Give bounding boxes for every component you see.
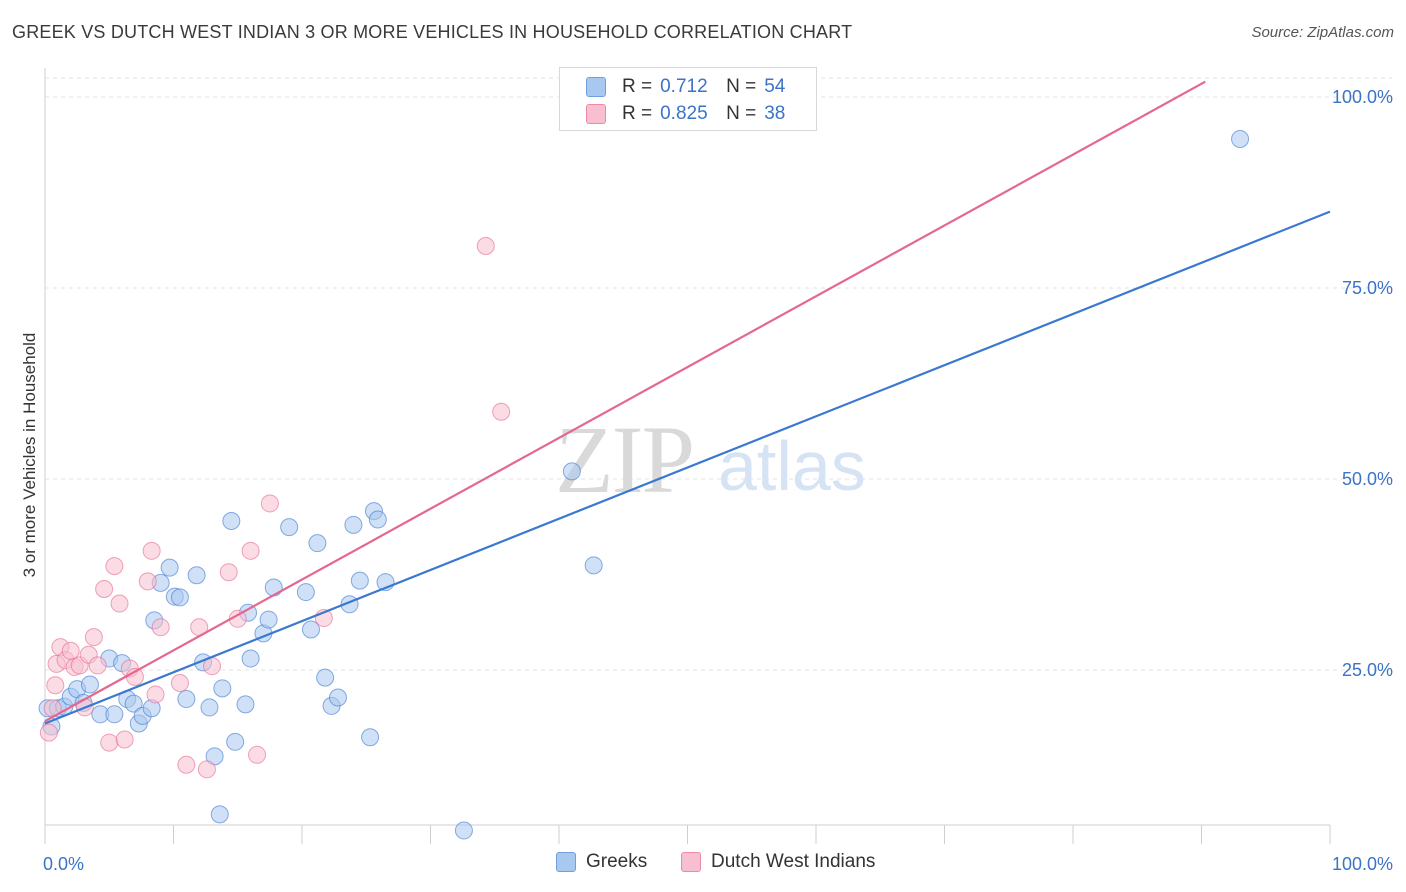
source-label: Source: ZipAtlas.com <box>1251 24 1394 41</box>
greeks-point-39[interactable] <box>308 534 327 553</box>
greeks-legend-swatch <box>556 852 576 872</box>
dutch-legend-label: Dutch West Indians <box>711 851 876 872</box>
greeks-point-10[interactable] <box>105 705 124 724</box>
series-legend: Greeks Dutch West Indians <box>0 851 1406 877</box>
dutch-west-indians-point-13[interactable] <box>100 733 119 752</box>
greeks-point-7[interactable] <box>80 675 99 694</box>
dutch-west-indians-point-35[interactable] <box>492 402 511 421</box>
greeks-point-51[interactable] <box>454 821 473 840</box>
dutch-west-indians-point-21[interactable] <box>146 685 165 704</box>
greeks-point-23[interactable] <box>187 566 206 585</box>
y-tick-label-1: 50.0% <box>1342 469 1393 489</box>
y-tick-label-2: 75.0% <box>1342 278 1393 298</box>
greeks-point-50[interactable] <box>210 805 229 824</box>
dutch-legend-swatch <box>681 852 701 872</box>
greeks-point-34[interactable] <box>259 610 278 629</box>
dutch-west-indians-point-0[interactable] <box>39 723 58 742</box>
watermark-atlas: atlas <box>718 427 866 505</box>
greeks-point-46[interactable] <box>361 728 380 747</box>
legend-item-greeks[interactable]: Greeks <box>556 851 647 873</box>
greeks-point-38[interactable] <box>301 620 320 639</box>
dutch-west-indians-point-22[interactable] <box>151 618 170 637</box>
dutch-west-indians-point-34[interactable] <box>476 236 495 255</box>
x-tick-label-min: 0.0% <box>43 854 84 874</box>
r-label: R = <box>622 103 653 124</box>
gridlines <box>45 77 1392 671</box>
dutch-west-indians-point-30[interactable] <box>241 541 260 560</box>
greeks-point-37[interactable] <box>296 583 315 602</box>
greeks-point-32[interactable] <box>241 649 260 668</box>
greeks-point-19[interactable] <box>160 558 179 577</box>
n-label: N = <box>726 76 757 97</box>
greeks-point-45[interactable] <box>350 571 369 590</box>
dutch-west-indians-point-32[interactable] <box>260 494 279 513</box>
x-tick-label-max: 100.0% <box>1332 854 1393 874</box>
watermark: ZIP atlas <box>555 406 866 513</box>
greeks-point-40[interactable] <box>316 668 335 687</box>
tick-labels: 25.0% 50.0% 75.0% 100.0% 0.0% 100.0% <box>43 87 1393 874</box>
dutch-west-indians-point-5[interactable] <box>61 641 80 660</box>
dutch-west-indians-point-24[interactable] <box>177 755 196 774</box>
dutch-swatch <box>586 104 606 124</box>
greeks-r-value: 0.712 <box>660 76 708 97</box>
dutch-n-value: 38 <box>764 103 786 124</box>
dutch-west-indians-point-23[interactable] <box>170 673 189 692</box>
greeks-legend-label: Greeks <box>586 851 648 872</box>
r-label: R = <box>622 76 653 97</box>
trend-lines <box>44 80 1331 725</box>
dutch-west-indians-point-20[interactable] <box>142 541 161 560</box>
dutch-west-indians-point-11[interactable] <box>88 656 107 675</box>
greeks-point-25[interactable] <box>200 698 219 717</box>
greeks-trend-line <box>44 210 1331 725</box>
greeks-point-28[interactable] <box>222 512 241 531</box>
axes <box>44 68 1331 844</box>
greeks-point-42[interactable] <box>328 688 347 707</box>
data-points <box>38 84 1250 840</box>
dutch-west-indians-point-10[interactable] <box>84 628 103 647</box>
legend-row-greeks: R = 0.712 N = 54 <box>586 75 785 99</box>
dutch-r-value: 0.825 <box>660 103 708 124</box>
watermark-zip: ZIP <box>555 406 693 513</box>
dutch-west-indians-point-12[interactable] <box>95 580 114 599</box>
greeks-point-27[interactable] <box>213 679 232 698</box>
stats-legend: R = 0.712 N = 54 R = 0.825 N = 38 <box>559 67 817 131</box>
dutch-west-indians-point-16[interactable] <box>115 730 134 749</box>
dutch-west-indians-trend-line <box>44 80 1206 723</box>
greeks-point-21[interactable] <box>170 588 189 607</box>
greeks-point-52[interactable] <box>562 462 581 481</box>
y-tick-label-0: 25.0% <box>1342 660 1393 680</box>
y-tick-label-3: 100.0% <box>1332 87 1393 107</box>
legend-item-dutch-west-indians[interactable]: Dutch West Indians <box>681 851 875 873</box>
greeks-point-29[interactable] <box>226 732 245 751</box>
greeks-point-35[interactable] <box>264 578 283 597</box>
legend-row-dutch-west-indians: R = 0.825 N = 38 <box>586 102 785 126</box>
dutch-west-indians-point-28[interactable] <box>219 563 238 582</box>
greeks-point-54[interactable] <box>1231 130 1250 149</box>
chart-title: GREEK VS DUTCH WEST INDIAN 3 OR MORE VEH… <box>12 22 853 42</box>
greeks-n-value: 54 <box>764 76 786 97</box>
greeks-point-22[interactable] <box>177 690 196 709</box>
greeks-point-30[interactable] <box>236 695 255 714</box>
greeks-point-36[interactable] <box>280 518 299 537</box>
n-label: N = <box>726 103 757 124</box>
dutch-west-indians-point-31[interactable] <box>248 745 267 764</box>
dutch-west-indians-point-14[interactable] <box>105 557 124 576</box>
dutch-west-indians-point-26[interactable] <box>197 760 216 779</box>
dutch-west-indians-point-19[interactable] <box>138 572 157 591</box>
greeks-point-44[interactable] <box>344 515 363 534</box>
greeks-point-53[interactable] <box>584 556 603 575</box>
greeks-point-48[interactable] <box>368 510 387 529</box>
greeks-point-13[interactable] <box>124 694 143 713</box>
greeks-swatch <box>586 77 606 97</box>
dutch-west-indians-point-15[interactable] <box>110 594 129 613</box>
dutch-west-indians-point-37[interactable] <box>46 676 65 695</box>
